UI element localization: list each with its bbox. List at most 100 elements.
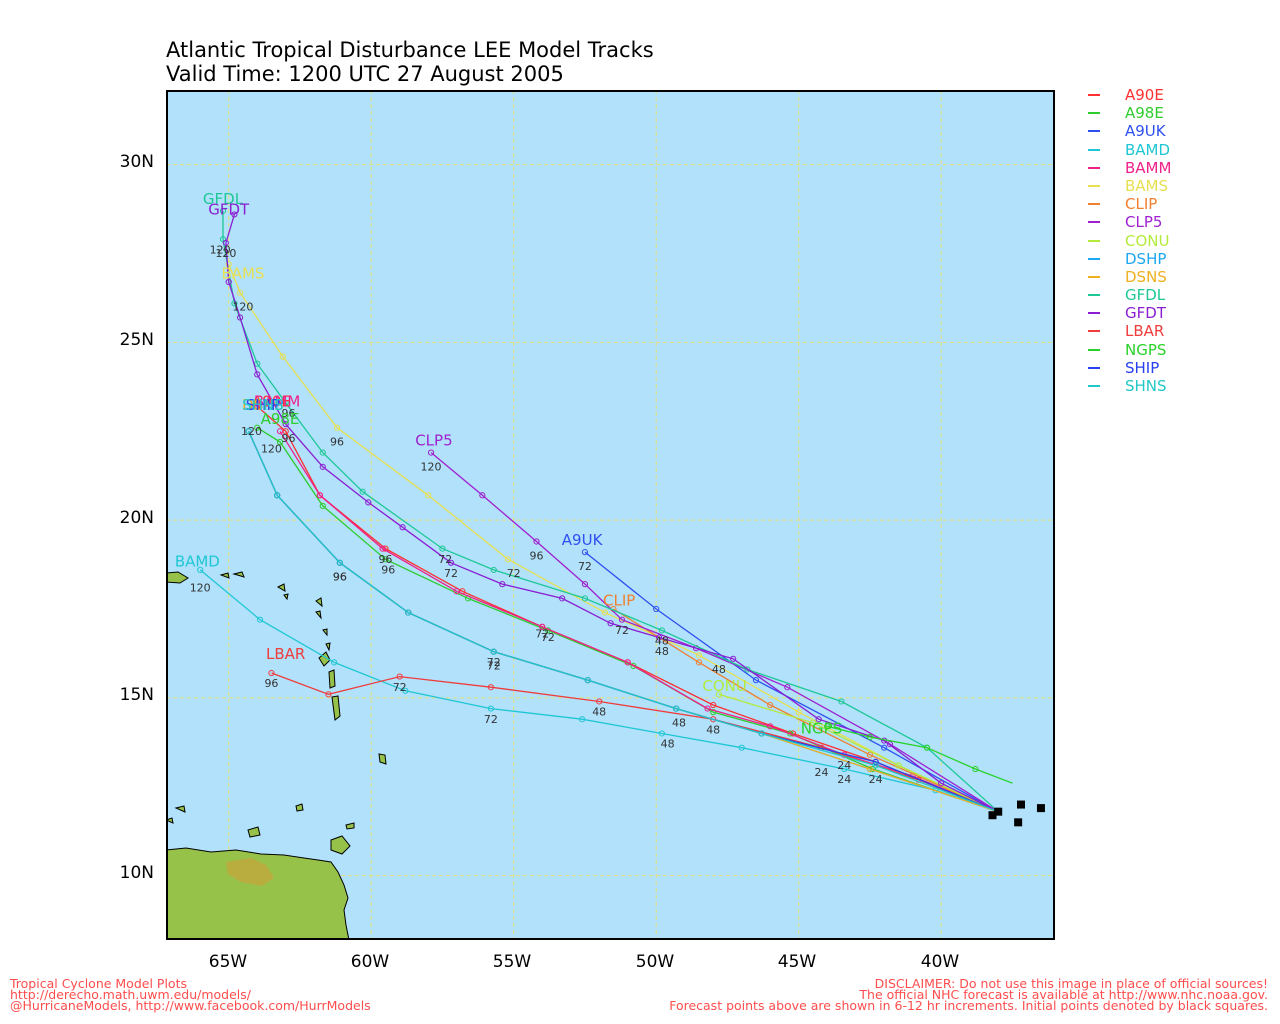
track-point-clp5 [618, 616, 626, 623]
track-point-bams [225, 261, 232, 268]
hour-label-gfdl: 120 [210, 244, 231, 257]
hour-label-gfdt: 120 [215, 247, 236, 260]
legend-label: GFDT [1125, 304, 1166, 323]
hour-label-a90e: 72 [535, 627, 549, 640]
track-label-ship: SHIP [246, 396, 280, 414]
track-point-shns [584, 677, 591, 684]
track-map: 7296120729612072244872120729612072961204… [166, 90, 1055, 940]
track-point-ngps [866, 733, 874, 741]
track-bamm [279, 430, 999, 813]
track-point-a98e [254, 424, 261, 431]
track-point-a90e [710, 701, 717, 709]
lat-label-30n: 30N [119, 152, 154, 172]
track-label-ngps: NGPS [801, 719, 842, 737]
legend-label: A9UK [1125, 122, 1166, 141]
legend-swatch [1088, 166, 1100, 169]
track-point-ship [872, 758, 879, 765]
lon-label-45w: 45W [777, 952, 817, 972]
track-point-a90e [282, 428, 289, 435]
track-point-bamd [256, 616, 264, 623]
track-point-shns [490, 648, 497, 655]
track-point-gfdl [490, 566, 497, 574]
hour-label-bams: 120 [232, 300, 253, 313]
track-point-lbar [268, 669, 275, 677]
track-point-gfdl [838, 698, 845, 705]
track-point-gfdt [237, 314, 244, 321]
legend-label: SHIP [1125, 358, 1160, 377]
legend-label: CLP5 [1125, 213, 1163, 232]
lat-label-10n: 10N [119, 863, 154, 883]
land-masses [166, 571, 387, 940]
track-point-a98e [630, 662, 637, 670]
track-point-gfdt [231, 211, 238, 218]
track-point-clp5 [886, 741, 894, 748]
track-point-ngps [923, 744, 931, 751]
legend-label: BAMS [1125, 176, 1169, 195]
trinidad-island [330, 835, 351, 855]
track-point-gfdt [365, 499, 372, 506]
track-point-shns [336, 559, 343, 566]
track-point-gfdl [282, 399, 289, 406]
track-point-clp5 [427, 449, 435, 456]
track-label-bamd: BAMD [175, 552, 220, 570]
hour-label-dshp: 72 [487, 656, 501, 669]
hour-label-a90e: 120 [241, 425, 262, 438]
track-label-dshp: DSHP [242, 396, 283, 414]
lon-label-40w: 40W [920, 952, 960, 972]
lon-label-60w: 60W [350, 952, 390, 972]
track-point-bamm [276, 428, 284, 435]
initial-point-square [1036, 804, 1045, 813]
track-point-a98e [382, 556, 389, 563]
track-point-gfdt [254, 371, 261, 378]
hour-label-gfdt: 96 [282, 432, 296, 445]
track-point-bamm [624, 659, 631, 666]
footer-right-line-2: The official NHC forecast is available a… [859, 987, 1268, 1002]
leeward-islands [219, 571, 331, 652]
hour-label-lbar: 96 [264, 677, 278, 690]
track-conu [718, 693, 999, 813]
track-point-gfdt [559, 595, 566, 602]
hour-label-a98e: 72 [541, 631, 555, 644]
legend-swatch [1088, 148, 1100, 151]
track-bamd [199, 569, 999, 813]
track-point-shns [405, 609, 412, 616]
legend-swatch [1088, 112, 1100, 115]
footer-right: DISCLAIMER: Do not use this image in pla… [669, 977, 1268, 1012]
legend-swatch [1088, 130, 1100, 133]
track-point-conu [809, 719, 817, 726]
track-point-clp5 [479, 492, 486, 499]
track-point-shns [758, 730, 765, 737]
martinique-island [328, 669, 336, 689]
track-point-ngps [972, 765, 979, 773]
track-clp5 [430, 452, 999, 813]
legend-swatch [1088, 203, 1100, 206]
footer-left-line-2: http://derecho.math.uwm.edu/models/ [10, 987, 252, 1002]
legend-label: A90E [1125, 86, 1164, 104]
track-label-bams: BAMS [221, 264, 264, 282]
grenada-island [295, 803, 304, 812]
legend-swatch [1088, 239, 1100, 242]
track-point-gfdl [319, 449, 326, 456]
initial-point-square [1014, 818, 1023, 827]
hour-label-a9uk: 72 [578, 560, 592, 573]
track-point-gfdl [439, 545, 446, 552]
initial-point-square [1017, 800, 1025, 809]
track-label-clip: CLIP [603, 591, 635, 609]
track-point-a9uk [653, 605, 660, 613]
south-america-landmass [166, 847, 350, 940]
legend-label: BAMD [1125, 140, 1171, 159]
track-point-shns [245, 428, 252, 435]
hour-label-bamd: 48 [661, 738, 675, 751]
track-label-dsns: DSNS [242, 396, 284, 414]
legend-label: NGPS [1125, 340, 1167, 359]
track-point-a9uk [581, 549, 589, 556]
track-point-shns [274, 492, 281, 499]
hour-label-lbar: 72 [393, 681, 407, 694]
hour-label-shns: 24 [837, 759, 851, 772]
track-point-lbar [325, 691, 332, 698]
track-point-a9uk [881, 744, 888, 751]
hour-label-gfdl: 48 [655, 635, 669, 648]
footer-left-line-1: Tropical Cyclone Model Plots [10, 976, 187, 991]
track-point-bams [504, 556, 512, 563]
legend-swatch [1088, 221, 1100, 224]
